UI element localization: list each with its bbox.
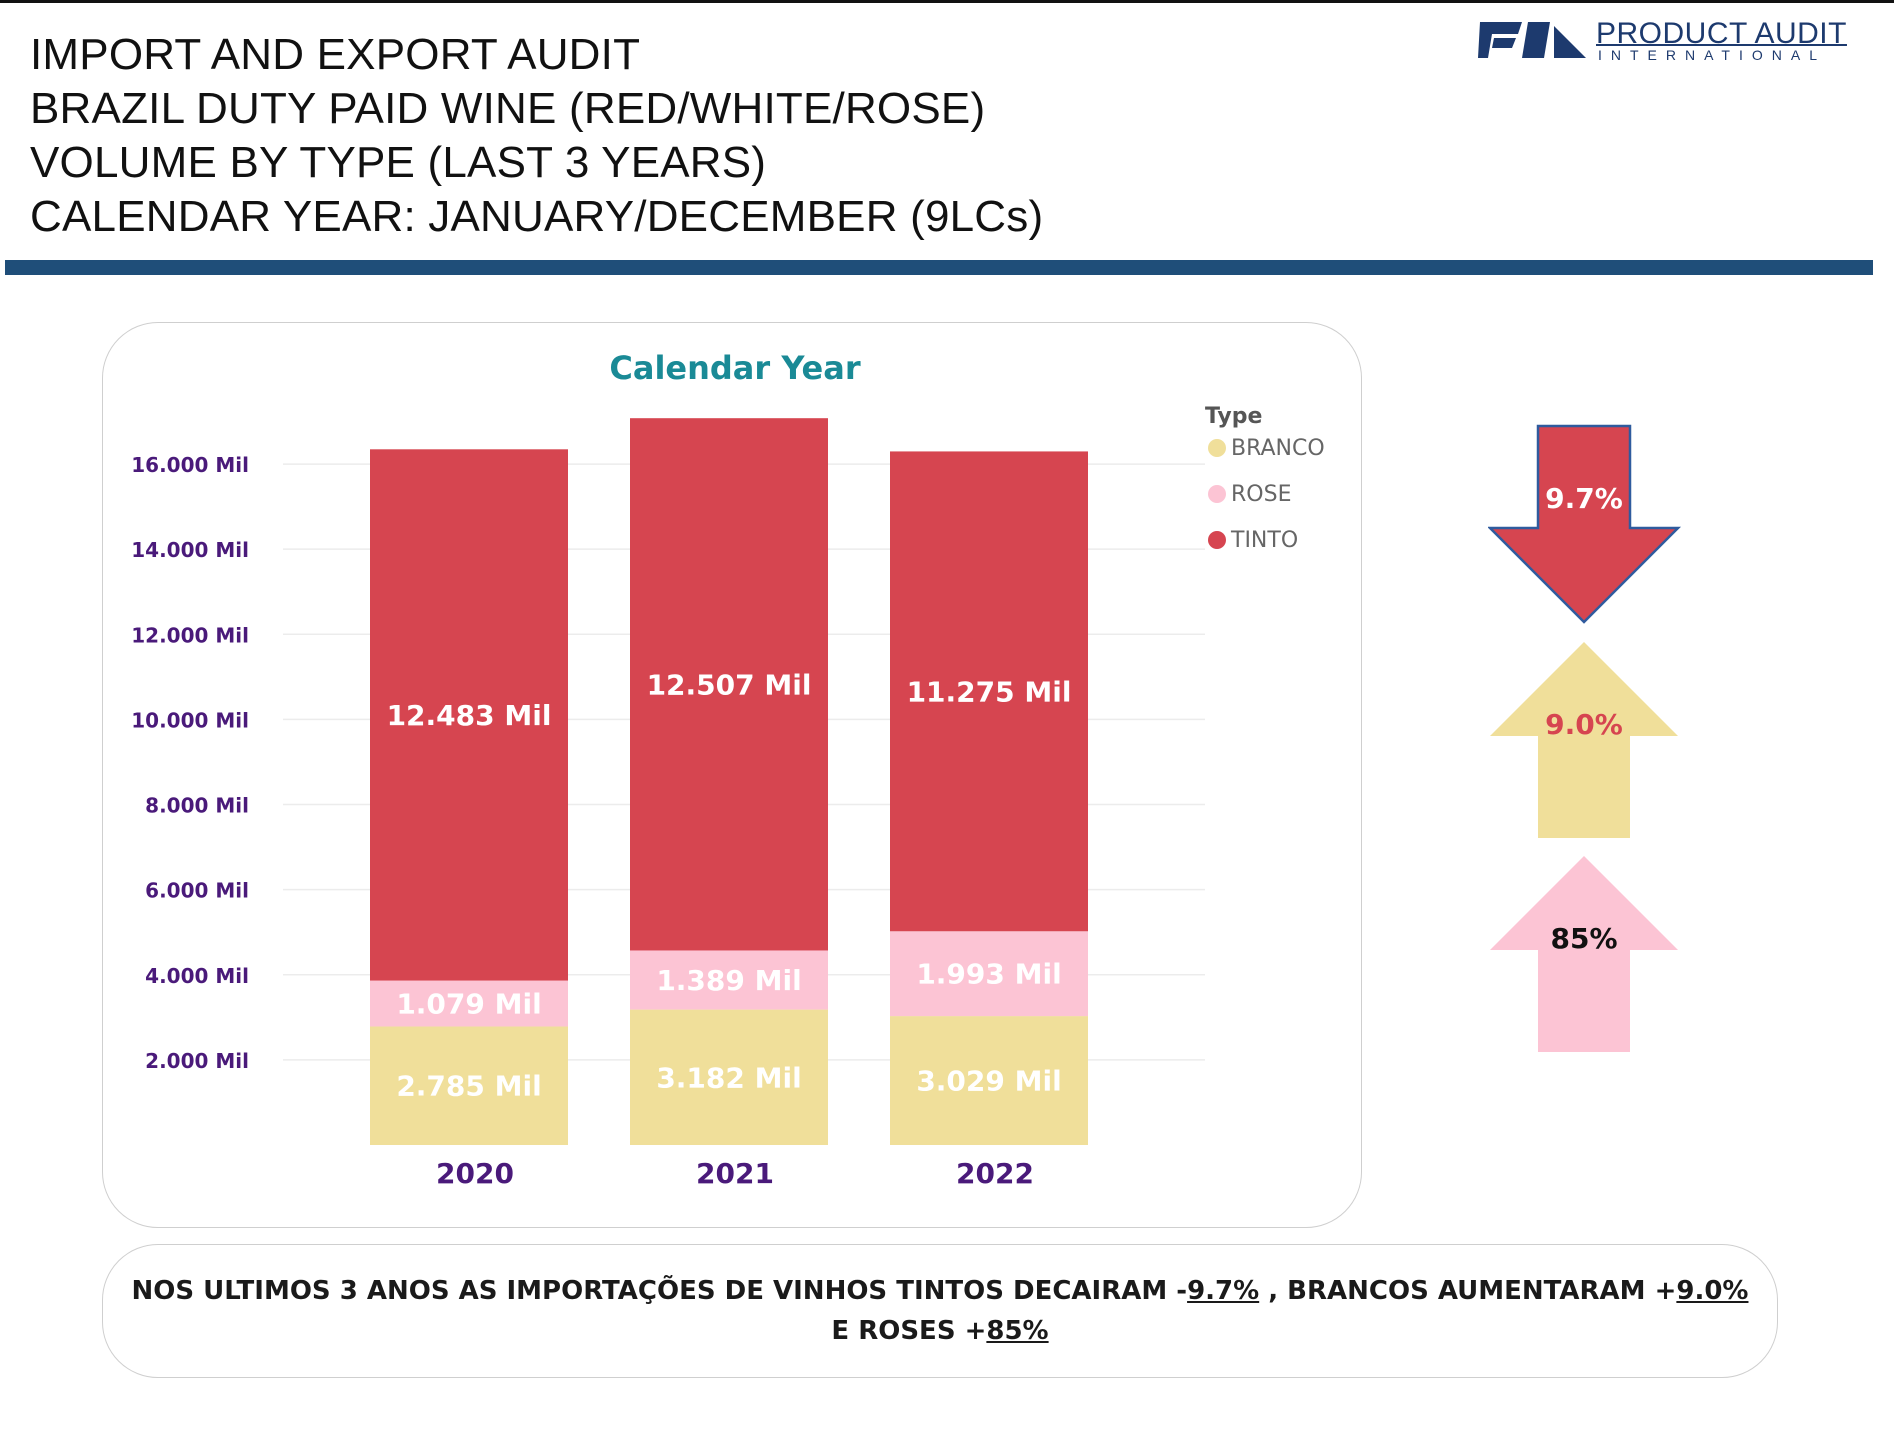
y-tick-label: 14.000 Mil bbox=[131, 538, 249, 562]
y-tick-label: 10.000 Mil bbox=[131, 708, 249, 732]
data-label: 2.785 Mil bbox=[396, 1070, 541, 1103]
bar-rose-2020 bbox=[370, 980, 568, 1027]
tinto-change-label: 9.7% bbox=[1545, 482, 1623, 515]
title-line-3: VOLUME BY TYPE (LAST 3 YEARS) bbox=[30, 138, 767, 187]
logo-mark-icon bbox=[1478, 22, 1586, 58]
summary-line-2: E ROSES +85% bbox=[831, 1316, 1049, 1346]
y-tick-label: 2.000 Mil bbox=[145, 1049, 249, 1073]
legend: Type BRANCO ROSE TINTO bbox=[1205, 404, 1325, 553]
top-rule bbox=[0, 0, 1894, 3]
page-title: IMPORT AND EXPORT AUDIT BRAZIL DUTY PAID… bbox=[30, 28, 1043, 244]
y-tick-label: 8.000 Mil bbox=[145, 794, 249, 818]
bar-tinto-2021 bbox=[630, 418, 828, 951]
summary-line-1: NOS ULTIMOS 3 ANOS AS IMPORTAÇÕES DE VIN… bbox=[131, 1276, 1749, 1306]
legend-swatch-tinto bbox=[1208, 531, 1226, 549]
data-label: 1.993 Mil bbox=[916, 958, 1061, 991]
legend-label: TINTO bbox=[1230, 528, 1298, 553]
rose-up-arrow-icon: 85% bbox=[1490, 856, 1678, 1052]
branco-pct: 9.0% bbox=[1676, 1276, 1749, 1306]
chart-title: Calendar Year bbox=[609, 349, 860, 387]
title-line-2: BRAZIL DUTY PAID WINE (RED/WHITE/ROSE) bbox=[30, 84, 986, 133]
y-axis-ticks: 2.000 Mil 4.000 Mil 6.000 Mil 8.000 Mil 10.0… bbox=[131, 453, 249, 1073]
data-label: 3.029 Mil bbox=[916, 1065, 1061, 1098]
bar-branco-2022 bbox=[890, 1016, 1088, 1145]
data-label: 12.483 Mil bbox=[387, 699, 552, 732]
bar-branco-2021 bbox=[630, 1009, 828, 1145]
header-divider bbox=[5, 260, 1873, 275]
x-tick-label: 2022 bbox=[956, 1157, 1034, 1190]
change-indicators: 9.7% 9.0% 85% bbox=[1488, 424, 1682, 1052]
tinto-pct: 9.7% bbox=[1187, 1276, 1260, 1306]
bar-tinto-2020 bbox=[370, 449, 568, 981]
bar-tinto-2022 bbox=[890, 451, 1088, 932]
summary-note: NOS ULTIMOS 3 ANOS AS IMPORTAÇÕES DE VIN… bbox=[102, 1244, 1778, 1378]
data-label: 1.079 Mil bbox=[396, 988, 541, 1021]
legend-label: ROSE bbox=[1231, 482, 1291, 507]
logo-subtitle: INTERNATIONAL bbox=[1598, 47, 1826, 63]
data-label: 12.507 Mil bbox=[647, 668, 812, 701]
y-tick-label: 12.000 Mil bbox=[131, 623, 249, 647]
legend-swatch-branco bbox=[1208, 439, 1226, 457]
data-label: 11.275 Mil bbox=[907, 675, 1072, 708]
y-tick-label: 16.000 Mil bbox=[131, 453, 249, 477]
chart-card: Calendar Year 2.000 Mil 4.000 Mil 6.000 Mi… bbox=[102, 322, 1362, 1228]
x-tick-label: 2020 bbox=[436, 1157, 514, 1190]
bars: 2.785 Mil 1.079 Mil 12.483 Mil 3.182 Mil 1.3… bbox=[370, 418, 1088, 1145]
branco-change-label: 9.0% bbox=[1545, 708, 1623, 741]
stacked-bar-chart: Calendar Year 2.000 Mil 4.000 Mil 6.000 Mi… bbox=[131, 349, 1325, 1190]
tinto-down-arrow-icon: 9.7% bbox=[1488, 424, 1682, 624]
y-tick-label: 4.000 Mil bbox=[145, 964, 249, 988]
legend-title: Type bbox=[1205, 404, 1262, 429]
x-axis-ticks: 2020 2021 2022 bbox=[436, 1157, 1034, 1190]
logo: PRODUCT AUDIT INTERNATIONAL bbox=[1478, 18, 1848, 64]
y-tick-label: 6.000 Mil bbox=[145, 879, 249, 903]
legend-swatch-rose bbox=[1208, 485, 1226, 503]
rose-pct: 85% bbox=[986, 1316, 1049, 1346]
bar-branco-2020 bbox=[370, 1026, 568, 1145]
branco-up-arrow-icon: 9.0% bbox=[1490, 642, 1678, 838]
data-label: 3.182 Mil bbox=[656, 1061, 801, 1094]
title-line-4: CALENDAR YEAR: JANUARY/DECEMBER (9LCs) bbox=[30, 192, 1044, 241]
legend-items: BRANCO ROSE TINTO bbox=[1208, 436, 1325, 553]
x-tick-label: 2021 bbox=[696, 1157, 774, 1190]
rose-change-label: 85% bbox=[1550, 922, 1617, 955]
title-line-1: IMPORT AND EXPORT AUDIT bbox=[30, 30, 641, 79]
bar-rose-2021 bbox=[630, 950, 828, 1010]
bar-rose-2022 bbox=[890, 931, 1088, 1017]
data-label: 1.389 Mil bbox=[656, 964, 801, 997]
legend-label: BRANCO bbox=[1231, 436, 1325, 461]
logo-name: PRODUCT AUDIT bbox=[1596, 17, 1847, 50]
